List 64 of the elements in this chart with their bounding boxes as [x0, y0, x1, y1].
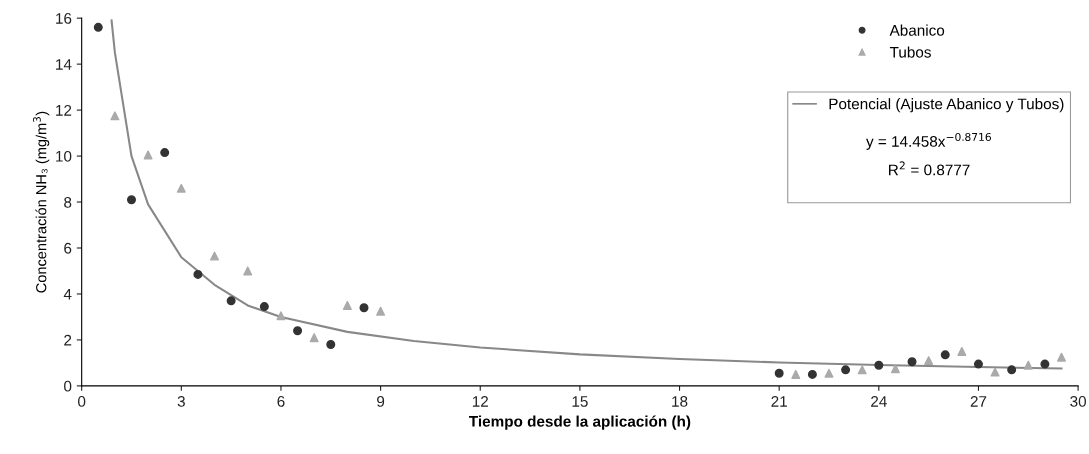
point [359, 303, 369, 313]
legend-label: Potencial (Ajuste Abanico y Tubos) [829, 98, 1064, 113]
y-tick-label: 2 [64, 334, 72, 346]
point [126, 195, 136, 205]
x-tick-label: 21 [771, 396, 787, 407]
annotation: R$^{2}$ = 0.8777 [889, 161, 970, 176]
point [857, 365, 867, 375]
point [226, 296, 236, 306]
point [259, 302, 269, 312]
legend-label: Abanico [889, 24, 945, 36]
x-tick-label: 18 [672, 396, 688, 407]
point [957, 346, 967, 356]
point [907, 357, 917, 367]
point [990, 367, 1000, 377]
x-tick-label: 0 [78, 396, 86, 407]
point [276, 311, 286, 321]
y-tick-label: 10 [56, 150, 72, 162]
legend-label: Tubos [889, 46, 931, 58]
point [293, 326, 303, 336]
point [1023, 360, 1033, 370]
point [110, 111, 120, 121]
point [143, 150, 153, 160]
point [342, 300, 352, 310]
annotation: y = 14.458x$^{−0.8716}$ [866, 132, 991, 150]
point [160, 148, 170, 158]
y-tick-label: 12 [56, 104, 72, 116]
point [376, 306, 386, 316]
point [93, 22, 103, 32]
point [824, 368, 834, 378]
x-tick-label: 30 [1070, 396, 1087, 407]
y-tick-label: 4 [63, 288, 72, 300]
y-tick-label: 14 [56, 59, 72, 70]
x-tick-label: 9 [377, 396, 385, 407]
point [210, 251, 220, 261]
point [309, 333, 319, 343]
point [807, 369, 817, 379]
point [176, 183, 186, 193]
y-tick-label: 8 [64, 196, 72, 208]
x-tick-label: 6 [277, 396, 285, 407]
point [890, 364, 900, 374]
y-axis-title: Concentración NH₃ (mg/m$^{3}$) [33, 111, 50, 293]
point [243, 266, 253, 276]
point [841, 365, 851, 375]
x-tick-label: 27 [970, 396, 987, 407]
point [791, 369, 801, 379]
x-tick-label: 12 [472, 396, 488, 407]
point [774, 368, 784, 378]
point [326, 340, 336, 350]
point [1040, 359, 1050, 369]
point [973, 359, 983, 369]
x-tick-label: 24 [871, 396, 887, 407]
point [193, 269, 203, 279]
point [1007, 365, 1017, 375]
line-series [110, 19, 1063, 370]
point [874, 360, 884, 370]
y-tick-label: 6 [64, 242, 72, 254]
point [940, 350, 950, 360]
y-tick-label: 0 [64, 380, 72, 392]
point [924, 356, 934, 366]
y-tick-label: 16 [56, 13, 72, 24]
x-tick-label: 15 [572, 396, 588, 407]
x-tick-label: 3 [177, 396, 185, 407]
x-axis-title: Tiempo desde la aplicación (h) [469, 415, 691, 430]
point [1057, 352, 1067, 362]
